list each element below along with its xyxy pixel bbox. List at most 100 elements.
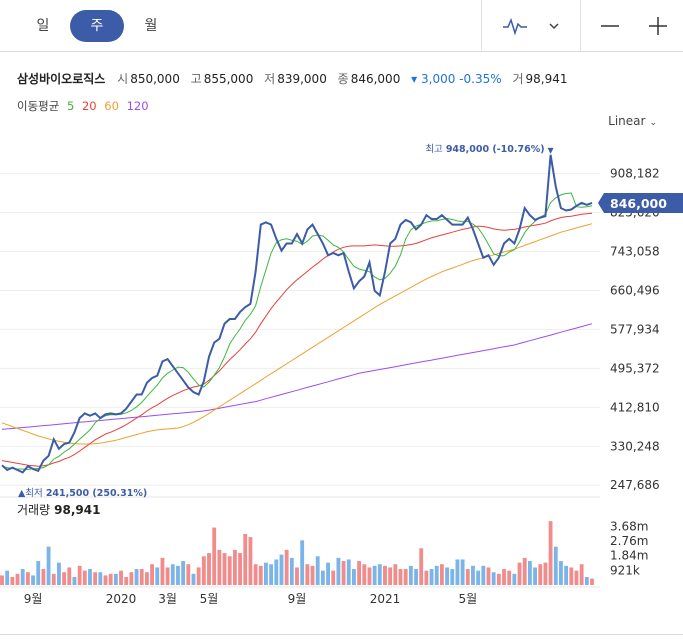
volume-bar [471,565,475,585]
volume-bar [0,575,4,585]
price-tick-label: 495,372 [610,361,660,375]
volume-bar [315,556,320,585]
volume-bar [383,565,387,585]
volume-bar [403,569,408,585]
open-label: 시 [117,72,129,86]
volume-bar [165,567,170,585]
moving-average-label: 이동평균 [17,99,60,113]
volume-bar [331,570,336,585]
volume-bar [139,569,144,585]
scale-mode-label: Linear [608,114,646,128]
low-label: 저 [264,72,276,86]
volume-bar [269,564,274,585]
series-line-price [1,154,593,474]
tab-monthly[interactable]: 월 [144,18,158,34]
ma120-legend: 120 [126,99,149,113]
x-tick-label: 9월 [24,592,43,606]
volume-bar [352,569,356,585]
close-value: 846,000 [350,72,401,86]
x-tick-label: 2021 [370,592,401,606]
price-tick-label: 908,182 [610,167,660,181]
volume-bar [25,572,30,585]
volume-bar [103,575,108,585]
x-tick-label: 3월 [158,592,177,606]
volume-bar [108,573,113,585]
volume-bar [248,537,253,585]
volume-bar [36,561,41,585]
volume-bar [253,564,258,585]
volume-panel-label: 거래량 98,941 [17,501,100,518]
volume-bar [77,565,82,585]
high-label: 고 [190,72,202,86]
open-value: 850,000 [130,72,180,86]
volume-bar [20,569,25,585]
volume-bar [564,565,569,585]
volume-bar [326,562,330,585]
price-tick-label: 743,058 [610,245,660,259]
volume-bar [548,521,553,585]
x-tick-label: 2020 [106,592,137,606]
volume-bar [196,567,201,585]
volume-label: 거 [512,72,524,86]
volume-tick-label: 3.68m [610,519,648,533]
moving-average-legend: 이동평균 5 20 60 120 [17,98,153,114]
volume-bar [357,561,362,585]
volume-bar [424,570,429,585]
volume-bar [170,564,175,585]
chevron-down-icon: ⌄ [649,118,657,128]
volume-panel-value: 98,941 [54,503,101,517]
volume-bar [201,556,206,585]
low-marker-label: ▲최저 241,500 (250.31%) [18,488,147,499]
volume-bar [450,569,455,585]
toolbar: 일 주 월 [0,0,683,52]
volume-bar [41,569,46,585]
volume-bar [559,561,563,585]
volume-bar [486,567,491,585]
volume-bar [533,567,537,585]
scale-selector[interactable]: Linear ⌄ [608,114,657,128]
low-value: 839,000 [277,72,327,86]
volume-bar [553,546,558,585]
price-tick-label: 247,686 [610,478,660,492]
volume-bar [408,565,413,585]
volume-bar [98,572,103,585]
volume-bar [176,565,180,585]
volume-bar [496,573,501,585]
volume-bar [476,570,481,585]
volume-bar [207,553,211,585]
volume-bar [320,570,325,585]
volume-bar [31,575,35,585]
tab-daily[interactable]: 일 [36,18,50,34]
volume-bar [134,569,139,585]
volume-bar [341,561,346,585]
x-tick-label: 5월 [200,592,219,606]
volume-bar [491,572,496,585]
chevron-down-icon[interactable] [544,13,564,39]
volume-bar [243,533,248,585]
volume-bar [113,573,118,585]
volume-bar [538,564,543,585]
volume-bar [181,561,186,585]
volume-bar [393,564,398,585]
volume-bar [289,557,294,585]
volume-bar [388,567,393,585]
volume-bar [264,562,268,585]
stock-name: 삼성바이오로직스 [17,72,106,86]
volume-bar [569,567,574,585]
line-chart-icon[interactable] [502,13,528,39]
ma5-legend: 5 [66,99,75,113]
volume-tick-label: 1.84m [610,549,648,563]
volume-bar [51,573,56,585]
volume-bar [191,573,196,585]
tab-weekly[interactable]: 주 [70,10,124,42]
x-tick-label: 5월 [458,592,477,606]
volume-tick-label: 2.76m [610,534,648,548]
volume-bar [258,565,263,585]
volume-bar [295,567,299,585]
price-tick-label: 330,248 [610,439,660,453]
plus-icon[interactable] [645,13,671,39]
minus-icon[interactable] [597,13,623,39]
volume-bar [186,564,191,585]
volume-bar [429,569,434,585]
